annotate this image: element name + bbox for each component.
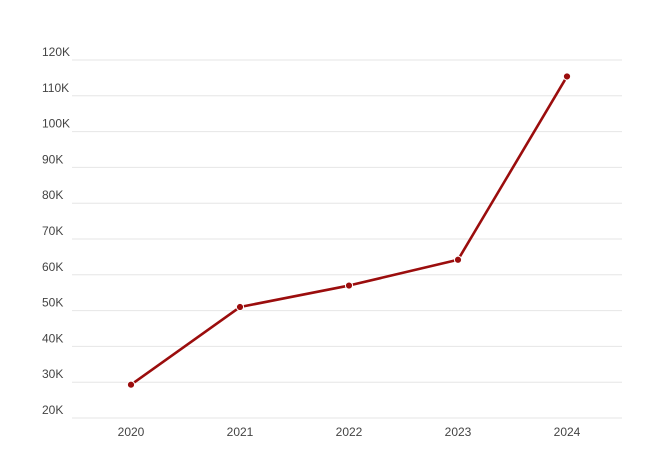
data-point-2023[interactable] — [453, 255, 463, 264]
x-tick-label: 2023 — [445, 425, 472, 439]
series-layer — [126, 72, 572, 389]
x-tick-label: 2024 — [554, 425, 581, 439]
y-tick-label: 20K — [42, 403, 63, 417]
y-tick-label: 50K — [42, 296, 63, 310]
y-axis-tick-labels: 20K 30K 40K 50K 60K 70K 80K 90K 100K 110K 120K — [42, 45, 70, 417]
y-tick-label: 40K — [42, 331, 63, 345]
data-point-2021[interactable] — [235, 302, 245, 312]
data-point-2020[interactable] — [126, 380, 136, 389]
series-line — [129, 75, 569, 387]
gridlines — [72, 59, 622, 419]
x-tick-label: 2020 — [118, 425, 145, 439]
y-tick-label: 70K — [42, 224, 63, 238]
y-tick-label: 60K — [42, 260, 63, 274]
x-axis-tick-labels: 2020 2021 2022 2023 2024 — [118, 425, 581, 439]
y-tick-label: 120K — [42, 45, 70, 59]
x-tick-label: 2021 — [227, 425, 254, 439]
y-tick-label: 30K — [42, 367, 63, 381]
y-tick-label: 80K — [42, 188, 63, 202]
data-point-2024[interactable] — [562, 72, 572, 81]
data-point-2022[interactable] — [344, 281, 354, 290]
x-tick-label: 2022 — [336, 425, 363, 439]
y-tick-label: 110K — [42, 81, 69, 95]
y-tick-label: 90K — [42, 152, 63, 166]
y-tick-label: 100K — [42, 117, 70, 131]
